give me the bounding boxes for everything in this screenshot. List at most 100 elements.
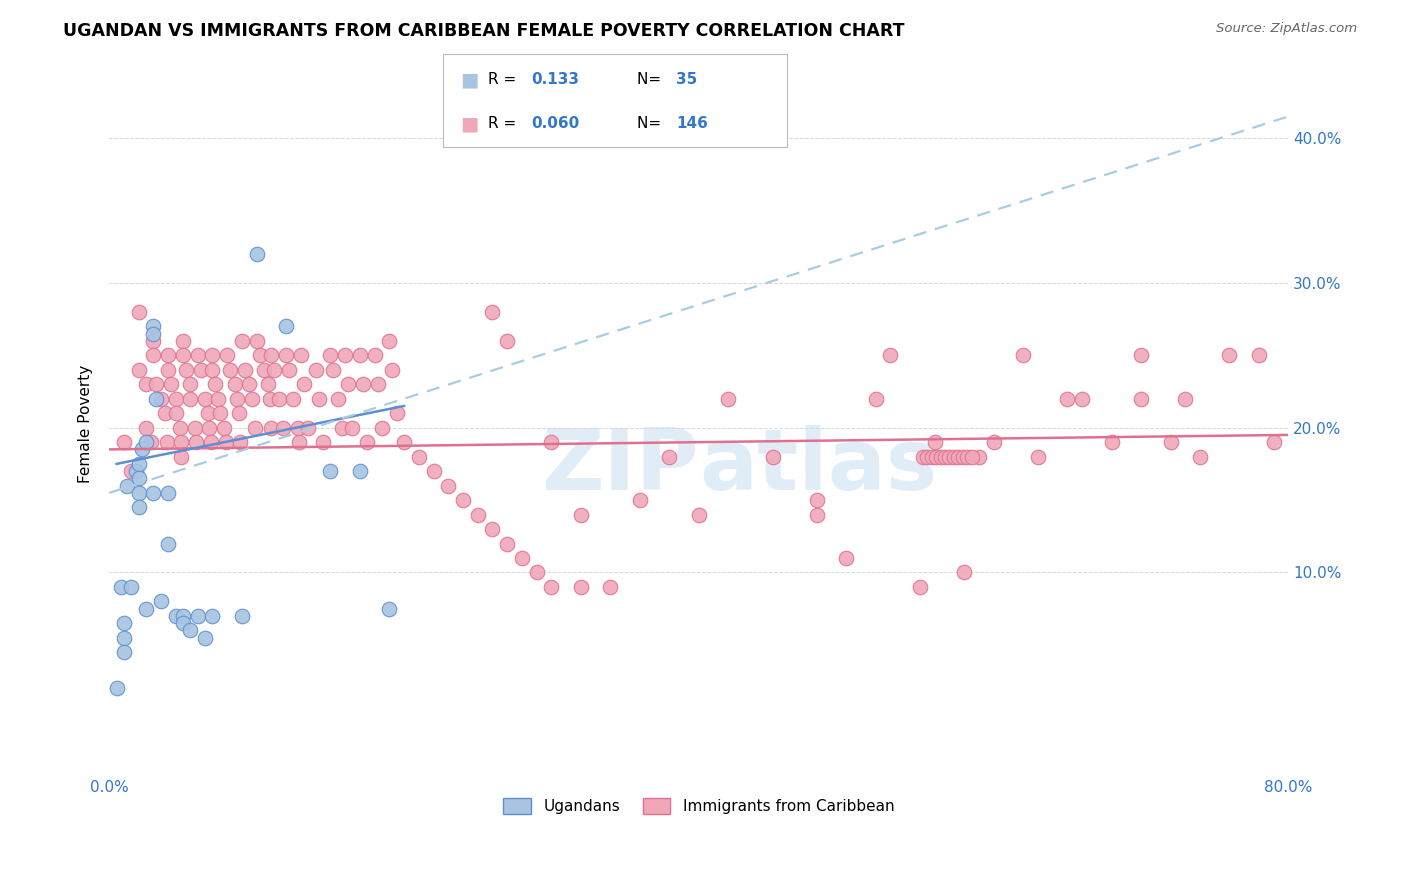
Point (257, 377, 280, 392)
Point (149, 594, 172, 608)
Point (356, 435, 378, 450)
Point (938, 450, 960, 464)
Point (948, 450, 970, 464)
Point (165, 406, 187, 420)
Point (190, 363, 212, 377)
Text: N=: N= (637, 72, 666, 87)
Point (201, 363, 224, 377)
Point (179, 624, 201, 638)
Point (942, 450, 965, 464)
Point (349, 348, 371, 362)
Point (128, 486, 150, 500)
Point (131, 442, 153, 457)
Point (204, 377, 226, 392)
Point (908, 580, 931, 594)
Point (128, 363, 150, 377)
Text: 0.133: 0.133 (531, 72, 579, 87)
Point (451, 493, 474, 508)
Point (392, 435, 415, 450)
Point (761, 450, 783, 464)
Point (911, 450, 934, 464)
Point (145, 392, 167, 406)
Point (288, 435, 311, 450)
Point (278, 363, 301, 377)
Point (112, 631, 135, 645)
Point (217, 348, 239, 362)
Point (172, 608, 194, 623)
Point (1174, 392, 1197, 406)
Text: 0.060: 0.060 (531, 116, 579, 131)
Point (967, 450, 990, 464)
Point (956, 450, 979, 464)
Point (226, 392, 249, 406)
Point (378, 601, 401, 615)
Point (312, 435, 335, 450)
Point (422, 464, 444, 478)
Point (169, 420, 191, 434)
Point (352, 377, 374, 392)
Point (142, 486, 165, 500)
Point (326, 392, 349, 406)
Point (207, 392, 229, 406)
Point (135, 601, 157, 615)
Point (319, 464, 342, 478)
Point (120, 464, 142, 478)
Point (983, 435, 1005, 450)
Point (120, 580, 142, 594)
Point (243, 420, 266, 434)
Point (510, 551, 533, 566)
Point (290, 348, 312, 362)
Point (349, 464, 371, 478)
Point (246, 334, 269, 348)
Point (835, 551, 858, 566)
Point (165, 608, 187, 623)
Point (496, 536, 519, 550)
Point (208, 406, 231, 420)
Point (304, 363, 326, 377)
Point (363, 348, 385, 362)
Point (1188, 450, 1211, 464)
Point (112, 435, 135, 450)
Point (274, 319, 297, 334)
Point (156, 435, 179, 450)
Legend: Ugandans, Immigrants from Caribbean: Ugandans, Immigrants from Caribbean (498, 792, 900, 820)
Text: ■: ■ (460, 114, 478, 133)
Point (540, 435, 562, 450)
Point (1218, 348, 1240, 362)
Point (194, 631, 217, 645)
Point (233, 363, 256, 377)
Point (569, 580, 592, 594)
Point (628, 493, 651, 508)
Point (142, 348, 165, 362)
Point (139, 435, 162, 450)
Point (366, 377, 388, 392)
Point (200, 435, 222, 450)
Point (238, 377, 260, 392)
Point (228, 406, 250, 420)
Point (865, 392, 887, 406)
Point (337, 377, 360, 392)
Point (229, 435, 252, 450)
Point (599, 580, 621, 594)
Text: R =: R = (488, 72, 522, 87)
Point (259, 392, 281, 406)
Point (142, 326, 165, 341)
Point (142, 334, 165, 348)
Point (287, 420, 309, 434)
Point (160, 377, 183, 392)
Point (246, 247, 269, 261)
Point (308, 392, 330, 406)
Point (1071, 392, 1094, 406)
Point (481, 305, 503, 319)
Point (921, 450, 943, 464)
Point (125, 464, 148, 478)
Point (142, 319, 165, 334)
Point (1130, 392, 1153, 406)
Point (201, 348, 224, 362)
Point (224, 377, 246, 392)
Point (197, 406, 219, 420)
Point (157, 536, 180, 550)
Point (1130, 348, 1153, 362)
Y-axis label: Female Poverty: Female Poverty (79, 365, 93, 483)
Point (806, 493, 828, 508)
